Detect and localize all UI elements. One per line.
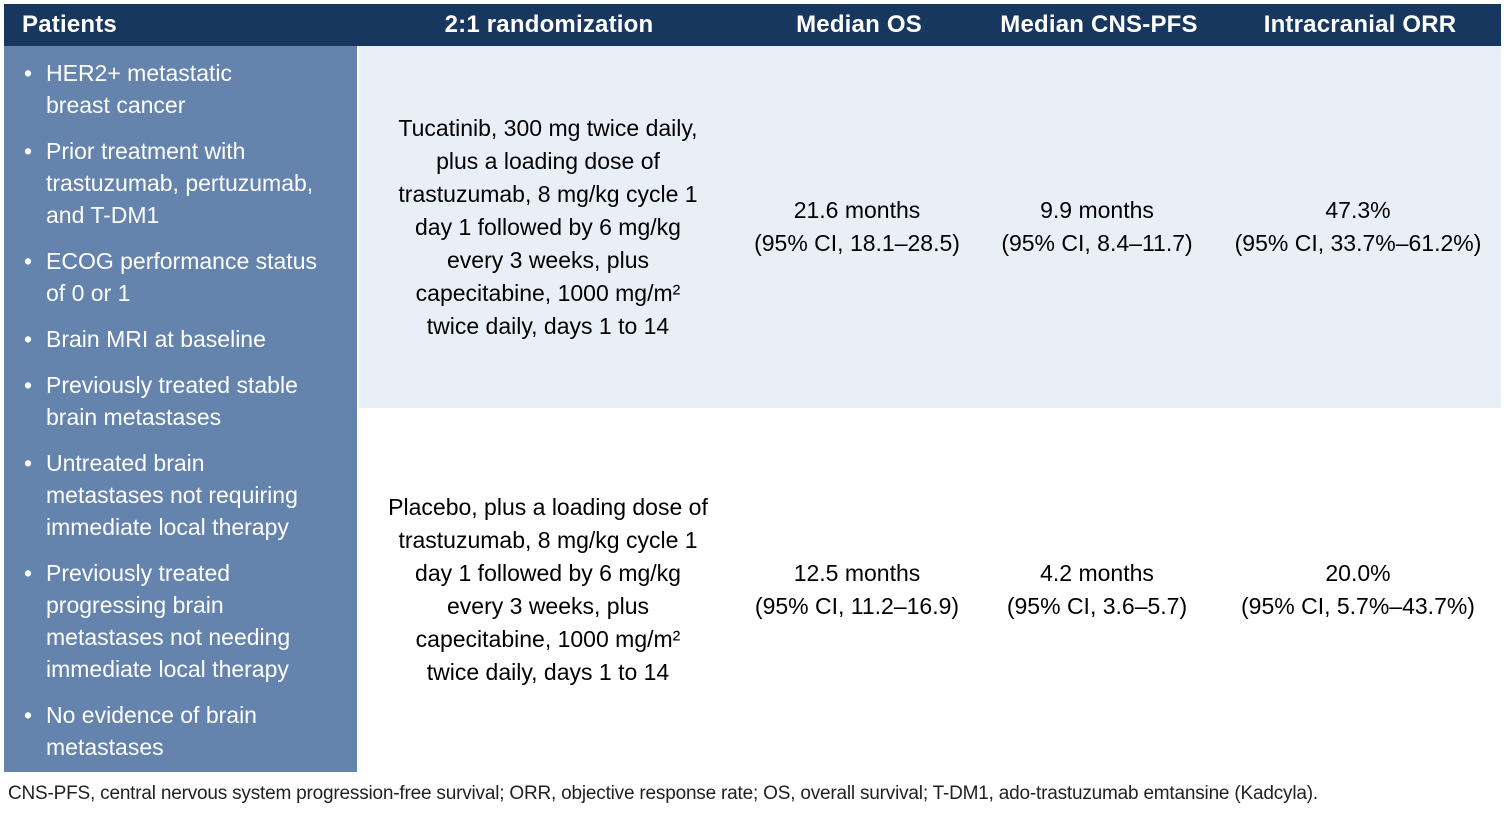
regimen-cell: Placebo, plus a loading dose of trastuzu… bbox=[388, 494, 708, 685]
median-cns-pfs-value: 9.9 months bbox=[1040, 197, 1154, 223]
arm-row-tucatinib: Tucatinib, 300 mg twice daily, plus a lo… bbox=[359, 46, 1501, 408]
intracranial-orr-value: 47.3% bbox=[1325, 197, 1391, 223]
patient-criteria-list: HER2+ metastatic breast cancer Prior tre… bbox=[20, 57, 349, 763]
list-item: Brain MRI at baseline bbox=[20, 323, 349, 355]
intracranial-orr-ci: (95% CI, 5.7%–43.7%) bbox=[1241, 593, 1475, 619]
median-cns-pfs-value: 4.2 months bbox=[1040, 560, 1154, 586]
intracranial-orr-ci: (95% CI, 33.7%–61.2%) bbox=[1234, 230, 1482, 256]
median-cns-pfs-cell: 4.2 months (95% CI, 3.6–5.7) bbox=[977, 408, 1217, 772]
column-header-median-cns-pfs: Median CNS-PFS bbox=[1000, 11, 1198, 38]
column-header-median-os: Median OS bbox=[796, 11, 922, 38]
list-item: ECOG performance status of 0 or 1 bbox=[20, 245, 349, 309]
table-header-row: Patients 2:1 randomization Median OS Med… bbox=[4, 4, 1501, 46]
intracranial-orr-cell: 47.3% (95% CI, 33.7%–61.2%) bbox=[1217, 46, 1499, 408]
trial-table: Patients 2:1 randomization Median OS Med… bbox=[4, 4, 1501, 805]
intracranial-orr-value: 20.0% bbox=[1325, 560, 1391, 586]
list-item: Untreated brain metastases not requiring… bbox=[20, 447, 349, 543]
column-header-randomization: 2:1 randomization bbox=[444, 11, 654, 38]
column-header-patients: Patients bbox=[22, 11, 117, 38]
column-header-intracranial-orr: Intracranial ORR bbox=[1263, 11, 1457, 38]
table-body: HER2+ metastatic breast cancer Prior tre… bbox=[4, 46, 1501, 772]
median-os-ci: (95% CI, 18.1–28.5) bbox=[754, 230, 960, 256]
list-item: Prior treatment with trastuzumab, pertuz… bbox=[20, 135, 349, 231]
median-os-value: 12.5 months bbox=[793, 560, 921, 586]
median-cns-pfs-ci: (95% CI, 3.6–5.7) bbox=[1006, 593, 1188, 619]
footnote: CNS-PFS, central nervous system progress… bbox=[8, 783, 1318, 804]
median-cns-pfs-cell: 9.9 months (95% CI, 8.4–11.7) bbox=[977, 46, 1217, 408]
median-os-ci: (95% CI, 11.2–16.9) bbox=[754, 593, 960, 619]
arm-rows: Tucatinib, 300 mg twice daily, plus a lo… bbox=[359, 46, 1501, 772]
median-cns-pfs-ci: (95% CI, 8.4–11.7) bbox=[1001, 230, 1193, 256]
median-os-value: 21.6 months bbox=[793, 197, 921, 223]
patient-criteria-sidebar: HER2+ metastatic breast cancer Prior tre… bbox=[4, 46, 359, 772]
regimen-cell: Tucatinib, 300 mg twice daily, plus a lo… bbox=[398, 114, 698, 339]
list-item: Previously treated progressing brain met… bbox=[20, 557, 349, 685]
list-item: Previously treated stable brain metastas… bbox=[20, 369, 349, 433]
arm-row-placebo: Placebo, plus a loading dose of trastuzu… bbox=[359, 408, 1501, 772]
list-item: No evidence of brain metastases bbox=[20, 699, 349, 763]
median-os-cell: 12.5 months (95% CI, 11.2–16.9) bbox=[737, 408, 977, 772]
median-os-cell: 21.6 months (95% CI, 18.1–28.5) bbox=[737, 46, 977, 408]
intracranial-orr-cell: 20.0% (95% CI, 5.7%–43.7%) bbox=[1217, 408, 1499, 772]
list-item: HER2+ metastatic breast cancer bbox=[20, 57, 349, 121]
